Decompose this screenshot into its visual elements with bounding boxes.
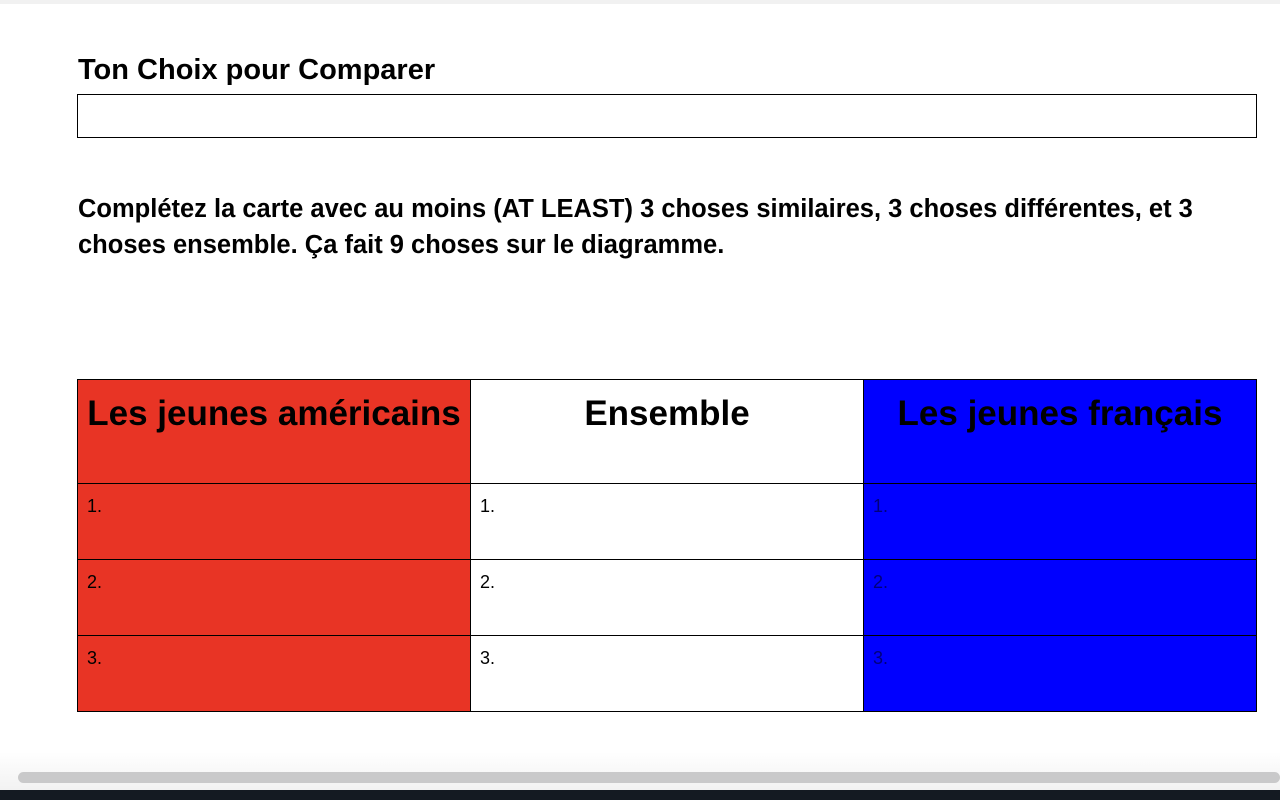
table-row: 2. 2. 2. [77, 559, 1257, 636]
page-title: Ton Choix pour Comparer [78, 54, 436, 86]
cell-number: 3. [480, 648, 496, 668]
cell-americains-1[interactable]: 1. [77, 483, 471, 560]
table-row: 3. 3. 3. [77, 635, 1257, 712]
cell-francais-3[interactable]: 3. [863, 635, 1257, 712]
header-americains: Les jeunes américains [77, 379, 471, 484]
bottom-bar [0, 752, 1280, 790]
cell-number: 2. [480, 572, 496, 592]
cell-number: 1. [873, 496, 889, 516]
comparison-table: Les jeunes américains Ensemble Les jeune… [77, 379, 1257, 712]
cell-number: 1. [87, 496, 103, 516]
cell-ensemble-3[interactable]: 3. [470, 635, 864, 712]
taskbar [0, 790, 1280, 800]
cell-number: 2. [87, 572, 103, 592]
horizontal-scrollbar[interactable] [18, 772, 1280, 783]
cell-francais-2[interactable]: 2. [863, 559, 1257, 636]
cell-number: 3. [873, 648, 889, 668]
header-ensemble: Ensemble [470, 379, 864, 484]
cell-ensemble-2[interactable]: 2. [470, 559, 864, 636]
table-row: 1. 1. 1. [77, 483, 1257, 560]
cell-number: 2. [873, 572, 889, 592]
cell-ensemble-1[interactable]: 1. [470, 483, 864, 560]
cell-number: 1. [480, 496, 496, 516]
header-row: Les jeunes américains Ensemble Les jeune… [77, 379, 1257, 484]
header-francais: Les jeunes français [863, 379, 1257, 484]
cell-americains-3[interactable]: 3. [77, 635, 471, 712]
instructions-text: Complétez la carte avec au moins (AT LEA… [78, 195, 1193, 259]
top-border [0, 0, 1280, 4]
cell-number: 3. [87, 648, 103, 668]
cell-americains-2[interactable]: 2. [77, 559, 471, 636]
cell-francais-1[interactable]: 1. [863, 483, 1257, 560]
choice-input-box[interactable] [77, 94, 1257, 138]
